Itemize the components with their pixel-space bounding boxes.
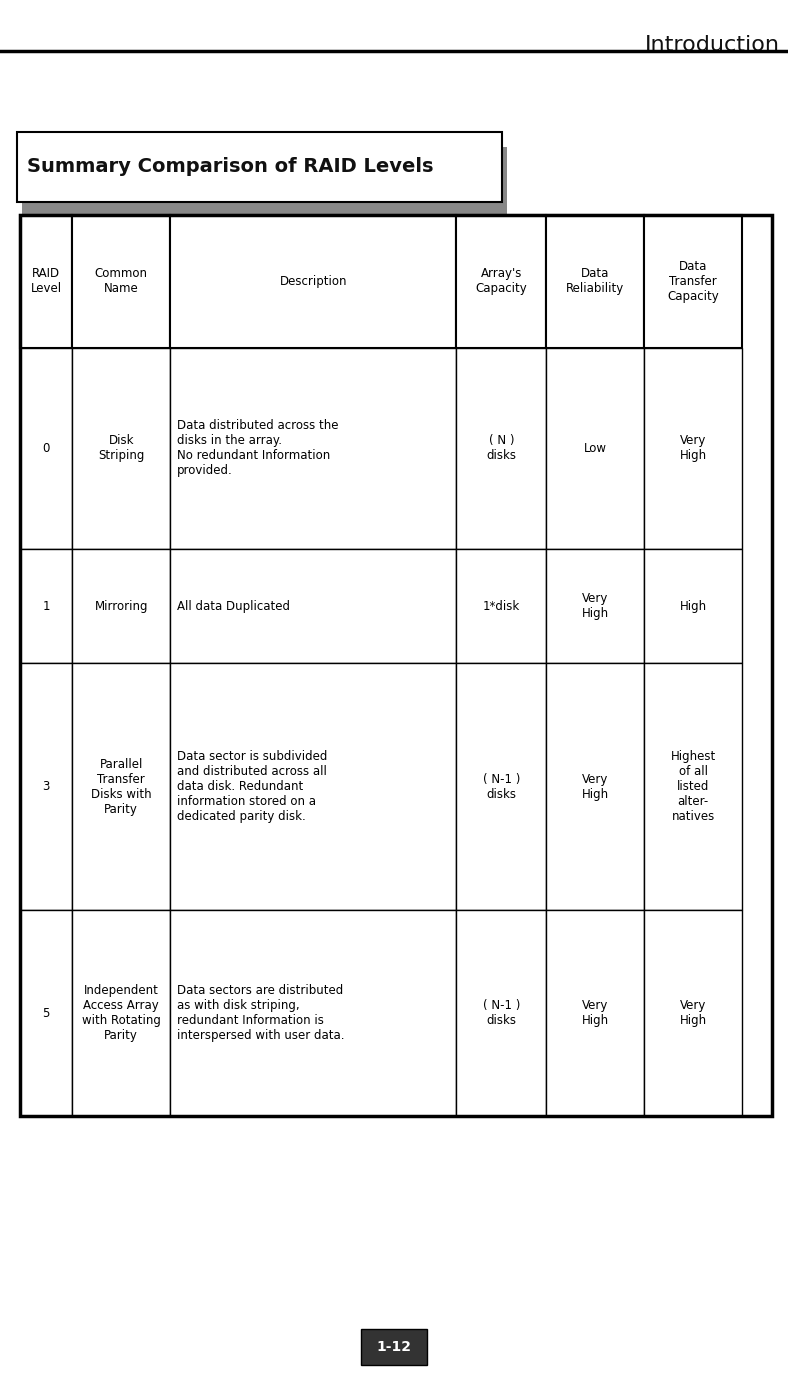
Bar: [456, 348, 546, 549]
Bar: [20, 215, 72, 348]
Text: Data
Transfer
Capacity: Data Transfer Capacity: [667, 260, 719, 303]
Bar: [72, 215, 170, 348]
Bar: [20, 348, 72, 549]
Text: High: High: [680, 599, 707, 613]
Text: Summary Comparison of RAID Levels: Summary Comparison of RAID Levels: [27, 157, 433, 177]
Bar: [72, 663, 170, 910]
Bar: [170, 910, 456, 1116]
Bar: [456, 910, 546, 1116]
Bar: [456, 663, 546, 910]
Text: Very
High: Very High: [582, 592, 609, 620]
Bar: [645, 215, 742, 348]
Text: RAID
Level: RAID Level: [31, 267, 61, 296]
Text: Array's
Capacity: Array's Capacity: [475, 267, 527, 296]
Bar: [645, 910, 742, 1116]
Bar: [170, 663, 456, 910]
Text: Data
Reliability: Data Reliability: [567, 267, 625, 296]
Bar: [645, 348, 742, 549]
Bar: [20, 215, 772, 1116]
Bar: [645, 663, 742, 910]
Text: Independent
Access Array
with Rotating
Parity: Independent Access Array with Rotating P…: [82, 984, 161, 1042]
Text: Very
High: Very High: [680, 434, 707, 463]
Bar: [546, 663, 645, 910]
Text: ( N-1 )
disks: ( N-1 ) disks: [482, 999, 520, 1027]
Text: Data sectors are distributed
as with disk striping,
redundant Information is
int: Data sectors are distributed as with dis…: [177, 984, 344, 1042]
Text: Mirroring: Mirroring: [95, 599, 148, 613]
Text: Very
High: Very High: [582, 773, 609, 801]
Text: ( N )
disks: ( N ) disks: [486, 434, 516, 463]
Bar: [72, 549, 170, 663]
Text: All data Duplicated: All data Duplicated: [177, 599, 289, 613]
Bar: [546, 348, 645, 549]
Text: Data distributed across the
disks in the array.
No redundant Information
provide: Data distributed across the disks in the…: [177, 420, 338, 477]
Text: Common
Name: Common Name: [95, 267, 148, 296]
FancyBboxPatch shape: [360, 1329, 427, 1365]
Text: Low: Low: [584, 442, 607, 455]
Text: Introduction: Introduction: [645, 35, 780, 54]
Bar: [170, 215, 456, 348]
Text: 3: 3: [43, 780, 50, 794]
Text: Very
High: Very High: [582, 999, 609, 1027]
Text: 1: 1: [43, 599, 50, 613]
Text: 0: 0: [43, 442, 50, 455]
Bar: [546, 910, 645, 1116]
FancyBboxPatch shape: [22, 147, 507, 217]
Bar: [20, 910, 72, 1116]
Bar: [546, 549, 645, 663]
Text: 1*disk: 1*disk: [483, 599, 520, 613]
Text: Data sector is subdivided
and distributed across all
data disk. Redundant
inform: Data sector is subdivided and distribute…: [177, 751, 327, 823]
Bar: [456, 549, 546, 663]
Bar: [170, 348, 456, 549]
Text: ( N-1 )
disks: ( N-1 ) disks: [482, 773, 520, 801]
Bar: [456, 215, 546, 348]
FancyBboxPatch shape: [17, 132, 502, 202]
Bar: [72, 348, 170, 549]
Bar: [546, 215, 645, 348]
Bar: [170, 549, 456, 663]
Text: 1-12: 1-12: [377, 1340, 411, 1354]
Text: Very
High: Very High: [680, 999, 707, 1027]
Bar: [645, 549, 742, 663]
Text: Highest
of all
listed
alter-
natives: Highest of all listed alter- natives: [671, 751, 716, 823]
Bar: [72, 910, 170, 1116]
Text: Disk
Striping: Disk Striping: [98, 434, 144, 463]
Text: Parallel
Transfer
Disks with
Parity: Parallel Transfer Disks with Parity: [91, 758, 151, 816]
Bar: [20, 663, 72, 910]
Text: 5: 5: [43, 1006, 50, 1020]
Bar: [20, 549, 72, 663]
Text: Description: Description: [280, 275, 347, 288]
